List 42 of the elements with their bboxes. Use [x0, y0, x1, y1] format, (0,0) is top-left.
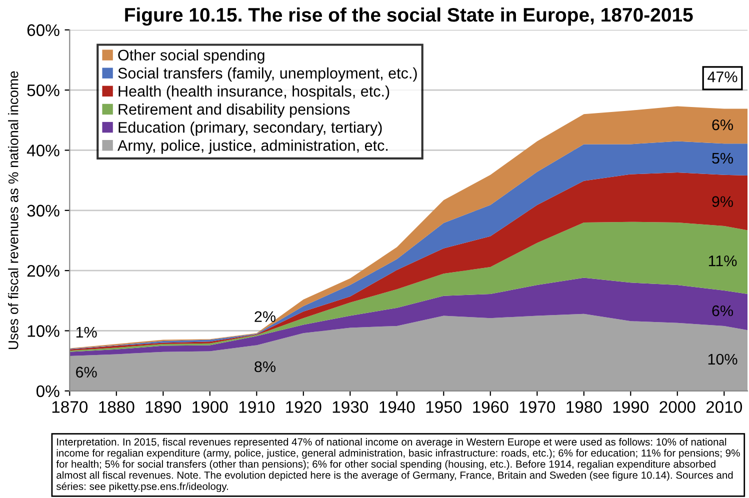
- y-tick-label: 30%: [27, 204, 60, 217]
- x-tick-label: 2000: [660, 401, 696, 413]
- legend-label: Other social spending: [118, 49, 264, 64]
- data-label: 10%: [708, 354, 738, 365]
- y-axis-title: Uses of fiscal revenues as % national income: [8, 71, 18, 350]
- legend-label: Retirement and disability pensions: [118, 104, 350, 118]
- x-tick-label: 1990: [613, 401, 649, 413]
- data-label: 5%: [712, 152, 733, 164]
- data-label: 11%: [708, 256, 737, 266]
- x-tick-label: 1940: [380, 401, 415, 413]
- chart-title: Figure 10.15. The rise of the social State in Europe, 1870-2015: [125, 7, 693, 26]
- y-tick-label: 0%: [36, 385, 60, 398]
- x-tick-label: 1930: [332, 401, 368, 413]
- data-label: 1%: [76, 326, 97, 338]
- legend-label: Education (primary, secondary, tertiary): [118, 122, 382, 136]
- y-tick-label: 20%: [27, 264, 60, 277]
- text: Interpretation. In 2015, fiscal revenues represented 47% of national income on average in Western Europe et were used as follows: 10% of national income for regalian expenditure (army, police, justice, general administration, basic infrastructure: roads, etc.); 6% for education; 11% for pensions; 9% for health; 5% for social transfers (other than pensions); 6% for other social spending (housing, etc.). Before 1914, regalian expenditure absorbed almost all fiscal revenues. Note. The evolution depicted here is the average of Germany, France, Britain and Sweden (see figure 10.14). Sources and séries: see piketty.pse.ens.fr/ideology.: [56, 438, 740, 492]
- x-tick-label: 1870: [52, 401, 88, 413]
- x-tick-label: 1900: [192, 401, 228, 413]
- data-label: 6%: [76, 366, 97, 378]
- total-label: 47%: [708, 72, 738, 82]
- x-tick-label: 1910: [239, 401, 275, 413]
- legend-label: Army, police, justice, administration, etc.: [118, 140, 388, 154]
- y-tick-label: 60%: [27, 24, 60, 36]
- x-tick-label: 1980: [566, 401, 602, 413]
- y-tick-label: 50%: [27, 84, 60, 96]
- legend-label: Social transfers (family, unemployment, etc.): [118, 67, 417, 82]
- y-tick-label: 40%: [26, 144, 60, 156]
- x-tick-label: 1890: [146, 401, 182, 413]
- x-tick-label: 1880: [99, 401, 134, 413]
- data-label: 2%: [254, 311, 276, 322]
- data-label: 6%: [712, 119, 733, 130]
- data-label: 8%: [254, 361, 276, 372]
- x-tick-label: 1970: [520, 401, 556, 413]
- x-tick-label: 1960: [473, 401, 508, 413]
- x-tick-label: 1920: [286, 401, 322, 413]
- data-label: 9%: [712, 196, 733, 207]
- legend-label: Health (health insurance, hospitals, etc.): [118, 85, 390, 100]
- y-tick-label: 10%: [28, 325, 60, 337]
- x-tick-label: 2010: [706, 401, 742, 413]
- data-label: 6%: [712, 305, 733, 316]
- x-tick-label: 1950: [426, 401, 462, 413]
